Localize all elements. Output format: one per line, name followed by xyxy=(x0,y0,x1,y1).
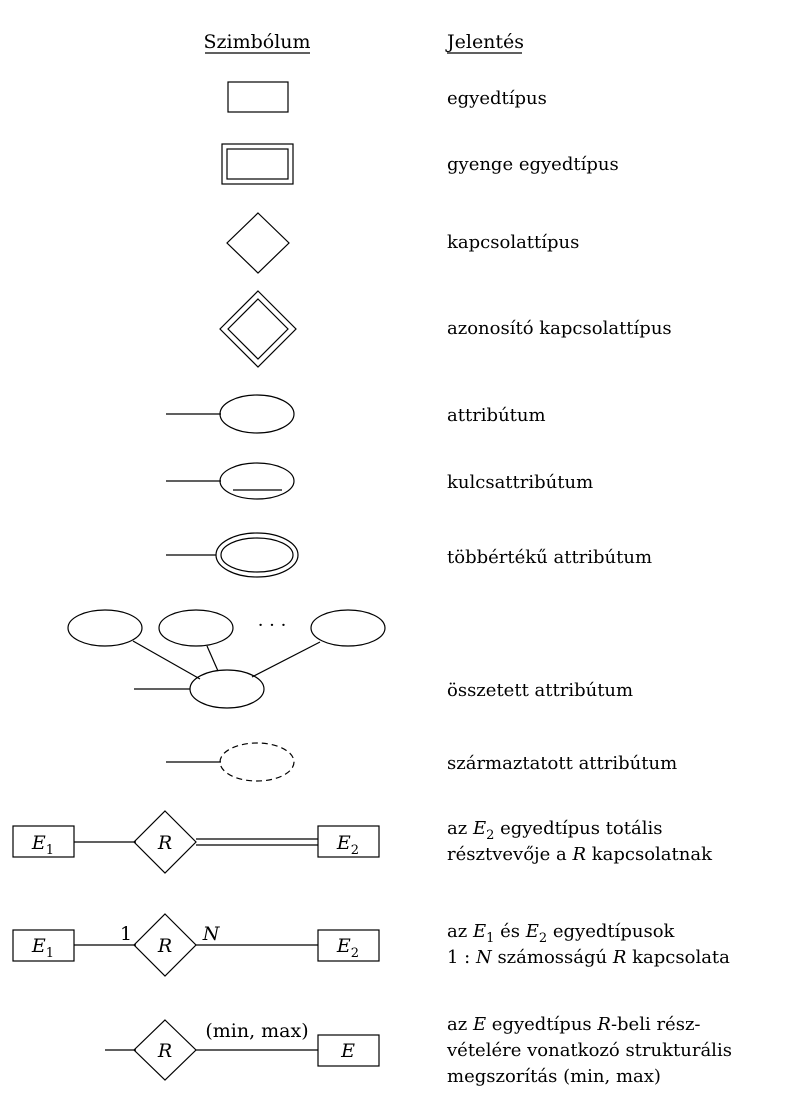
cardinality-symbol xyxy=(12,913,380,977)
derived-attribute-meaning: származtatott attribútum xyxy=(447,753,677,774)
weak-entity-meaning: gyenge egyedtípus xyxy=(447,154,619,175)
identifying-relationship-symbol xyxy=(219,290,297,368)
weak-entity-symbol xyxy=(221,143,294,185)
multivalued-attribute-symbol xyxy=(166,532,299,578)
composite-attribute-symbol xyxy=(67,609,386,709)
relationship-symbol xyxy=(226,212,290,274)
cardinality-one-label: 1 xyxy=(120,923,132,945)
entity-symbol xyxy=(227,81,289,113)
minmax-relationship-r-label: R xyxy=(157,1040,172,1062)
meaning-column-header: Jelentés xyxy=(445,31,524,53)
identifying-relationship-meaning: azonosító kapcsolattípus xyxy=(447,318,672,339)
total-participation-meaning-line1: az E2 egyedtípus totális xyxy=(447,818,662,843)
composite-attribute-dots: · · · xyxy=(258,615,287,636)
minmax-entity-e-label: E xyxy=(340,1040,355,1062)
key-attribute-symbol xyxy=(166,462,295,500)
minmax-label: (min, max) xyxy=(205,1020,308,1042)
cardinality-relationship-r-label: R xyxy=(157,935,172,957)
minmax-constraint-symbol xyxy=(105,1019,380,1081)
cardinality-n-label: N xyxy=(202,923,221,945)
cardinality-entity-e2-label: E2 xyxy=(336,935,359,961)
attribute-symbol xyxy=(166,394,295,434)
minmax-meaning-line3: megszorítás (min, max) xyxy=(447,1066,661,1087)
total-entity-e1-label: E1 xyxy=(31,832,54,858)
total-entity-e2-label: E2 xyxy=(336,832,359,858)
minmax-meaning-line1: az E egyedtípus R-beli rész- xyxy=(447,1014,701,1035)
cardinality-meaning-line1: az E1 és E2 egyedtípusok xyxy=(447,921,676,946)
derived-attribute-symbol xyxy=(166,742,295,782)
total-relationship-r-label: R xyxy=(157,832,172,854)
symbol-column-header: Szimbólum xyxy=(203,31,310,53)
total-participation-meaning-line2: résztvevője a R kapcsolatnak xyxy=(447,844,713,865)
cardinality-entity-e1-label: E1 xyxy=(31,935,54,961)
cardinality-meaning-line2: 1 : N számosságú R kapcsolata xyxy=(447,947,730,968)
key-attribute-meaning: kulcsattribútum xyxy=(447,472,593,493)
multivalued-attribute-meaning: többértékű attribútum xyxy=(447,547,652,568)
attribute-meaning: attribútum xyxy=(447,405,546,426)
total-participation-symbol xyxy=(12,810,380,874)
composite-attribute-meaning: összetett attribútum xyxy=(447,680,633,701)
entity-meaning: egyedtípus xyxy=(447,88,547,109)
minmax-meaning-line2: vételére vonatkozó strukturális xyxy=(446,1040,732,1061)
relationship-meaning: kapcsolattípus xyxy=(447,232,579,253)
